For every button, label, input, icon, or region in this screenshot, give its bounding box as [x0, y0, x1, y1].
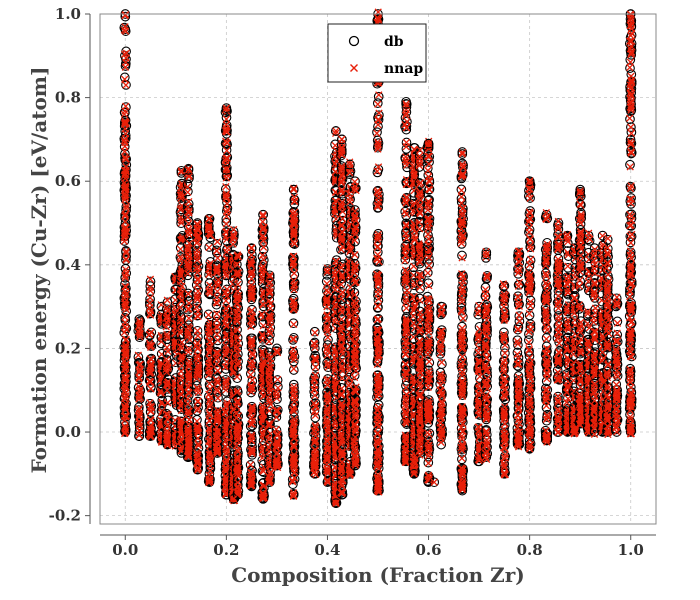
- nnap-point: [121, 416, 129, 424]
- nnap-point: [120, 136, 129, 145]
- nnap-point: [121, 217, 129, 226]
- nnap-point: [122, 360, 130, 369]
- nnap-point: [122, 266, 130, 274]
- nnap-point: [122, 352, 130, 360]
- nnap-point: [120, 119, 129, 127]
- nnap-point: [122, 163, 130, 171]
- nnap-point: [122, 183, 130, 191]
- nnap-point: [121, 227, 129, 236]
- nnap-point: [122, 335, 130, 344]
- nnap-point: [121, 313, 129, 321]
- db-point: [119, 135, 130, 146]
- nnap-point: [121, 303, 129, 311]
- nnap-point: [120, 234, 128, 242]
- nnap-point: [122, 102, 130, 110]
- db-point: [120, 126, 131, 137]
- nnap-point: [121, 75, 129, 83]
- nnap-point: [120, 381, 129, 389]
- db-point: [133, 352, 144, 362]
- nnap-point: [122, 325, 131, 334]
- nnap-point: [121, 210, 130, 218]
- nnap-point: [122, 155, 130, 163]
- nnap-point: [122, 249, 130, 257]
- nnap-point: [121, 212, 129, 220]
- nnap-point: [120, 26, 128, 34]
- nnap-point: [122, 255, 130, 263]
- nnap-point: [121, 363, 130, 371]
- nnap-point: [120, 395, 129, 403]
- nnap-point: [122, 341, 130, 349]
- nnap-point: [121, 193, 130, 202]
- nnap-point: [122, 202, 130, 210]
- nnap-point: [121, 274, 130, 282]
- data-markers: [119, 8, 637, 508]
- nnap-point: [121, 11, 130, 19]
- db-point: [120, 155, 131, 165]
- nnap-point: [122, 348, 130, 357]
- nnap-point: [121, 117, 129, 125]
- nnap-point: [122, 191, 130, 199]
- nnap-point: [122, 204, 130, 213]
- nnap-point: [122, 58, 130, 66]
- nnap-point: [122, 49, 131, 57]
- nnap-point: [122, 374, 130, 382]
- nnap-point: [121, 403, 129, 411]
- nnap-point: [121, 291, 129, 300]
- nnap-point: [121, 429, 129, 437]
- nnap-point: [121, 139, 129, 147]
- nnap-point: [122, 81, 130, 89]
- nnap-point: [122, 170, 130, 179]
- nnap-point: [120, 166, 129, 175]
- nnap-point: [120, 387, 129, 395]
- nnap-point: [122, 247, 130, 255]
- db-point: [133, 382, 144, 393]
- db-point: [121, 154, 132, 164]
- nnap-point: [121, 225, 129, 233]
- nnap-point: [121, 282, 129, 291]
- nnap-point: [121, 373, 129, 382]
- db-point: [120, 210, 130, 221]
- db-point: [119, 72, 130, 83]
- db-point: [120, 11, 131, 22]
- nnap-point: [122, 256, 130, 264]
- nnap-point: [122, 130, 130, 138]
- nnap-point: [121, 272, 129, 280]
